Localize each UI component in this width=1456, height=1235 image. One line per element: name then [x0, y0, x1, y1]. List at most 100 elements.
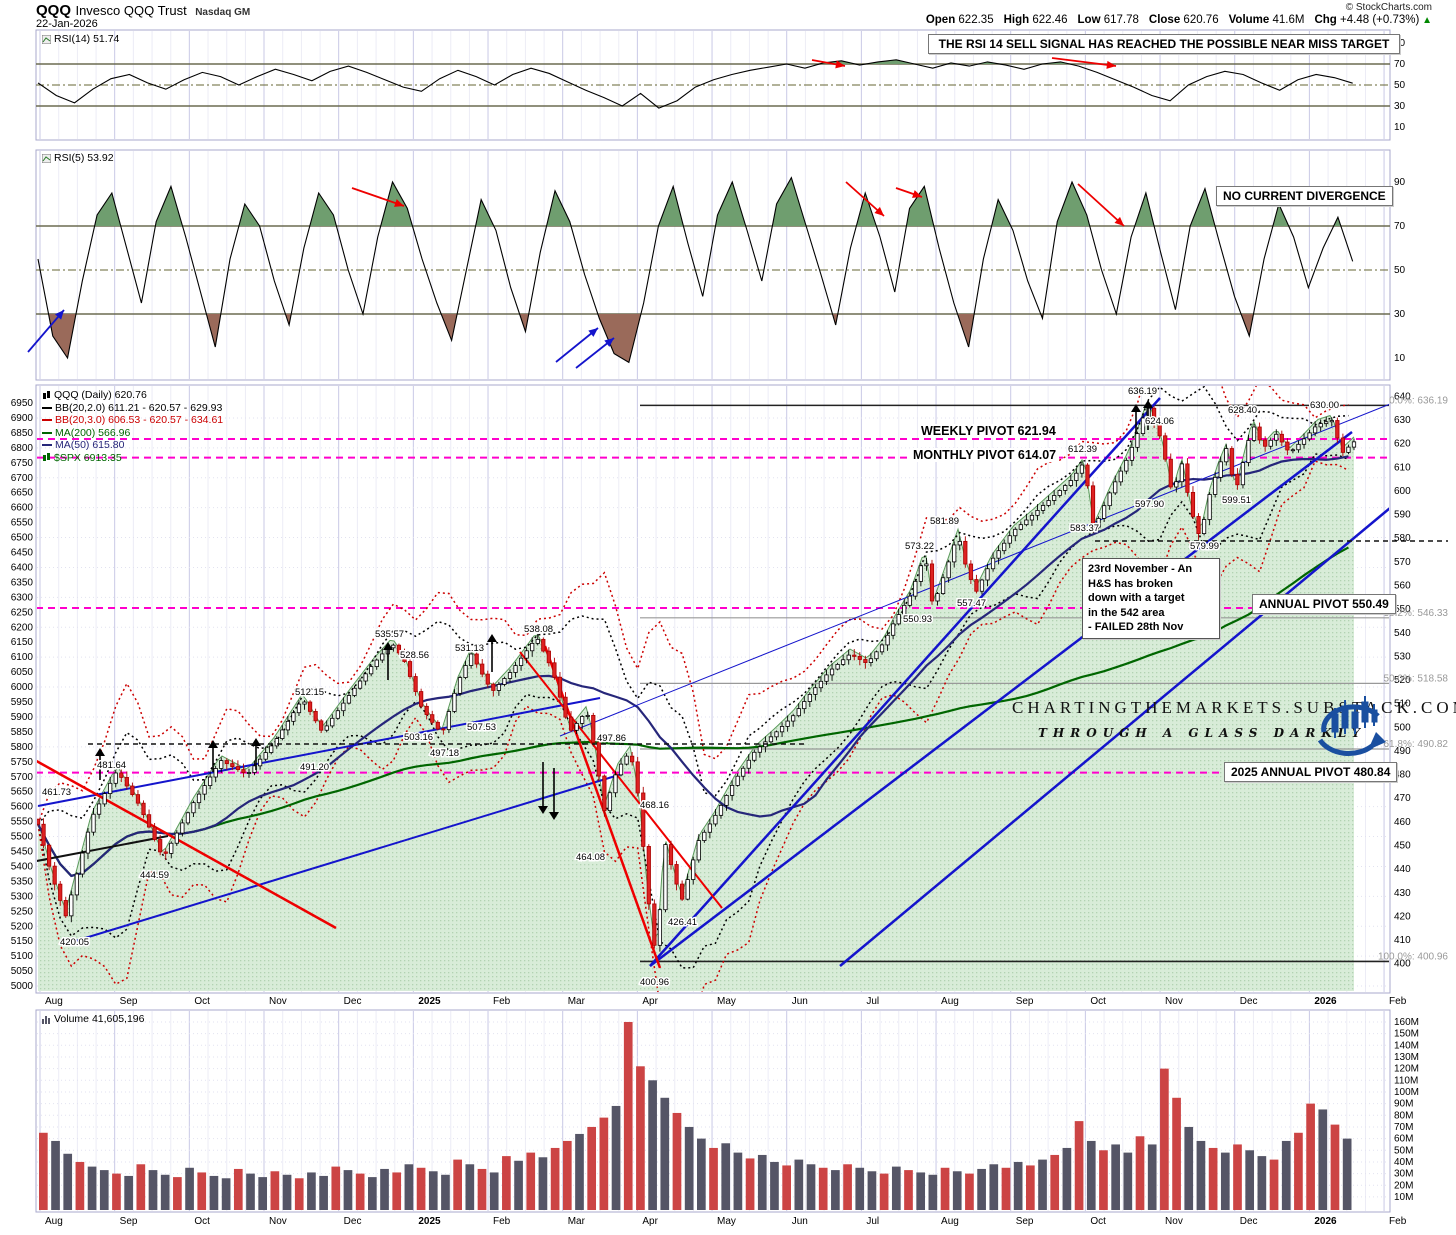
series-icon: [42, 390, 51, 400]
candle-body: [1179, 463, 1184, 483]
candle-body: [1240, 462, 1246, 486]
volume-bar: [794, 1159, 804, 1210]
axis-tick-label: 5700: [11, 772, 34, 783]
volume-bar: [965, 1173, 974, 1210]
month-label: May: [717, 996, 736, 1007]
candle-body: [1079, 464, 1085, 474]
candle-body: [402, 652, 407, 662]
quote-key: Low: [1077, 14, 1101, 26]
axis-tick-label: 580: [1394, 533, 1411, 544]
volume-bar: [745, 1158, 755, 1210]
candle-body: [457, 677, 463, 694]
volume-bar: [392, 1172, 402, 1210]
candle-body: [680, 883, 685, 900]
axis-tick-label: 480: [1394, 770, 1411, 781]
candle-body: [685, 879, 690, 900]
candle-body: [580, 716, 585, 724]
candle-body: [1052, 495, 1057, 501]
candle-body: [185, 812, 191, 824]
volume-bar: [270, 1171, 280, 1210]
volume-bar: [465, 1164, 475, 1210]
candle-body: [1013, 528, 1018, 537]
candle-body: [1046, 500, 1051, 506]
candle-body: [1168, 458, 1173, 488]
axis-tick-label: 160M: [1394, 1017, 1419, 1028]
month-label: Apr: [642, 996, 658, 1007]
candle-body: [652, 903, 657, 946]
candle-body: [818, 680, 824, 689]
candle-body: [1201, 519, 1207, 534]
trendline: [37, 835, 169, 862]
candle-body: [602, 775, 607, 812]
volume-bar: [87, 1166, 97, 1210]
arrowhead: [912, 190, 922, 198]
arrowhead: [874, 206, 884, 216]
legend-text: QQQ (Daily) 620.76: [54, 389, 147, 401]
candle-body: [496, 684, 501, 691]
volume-bar: [355, 1173, 365, 1210]
volume-bar: [1135, 1136, 1145, 1210]
rsi14-annotation-box: THE RSI 14 SELL SIGNAL HAS REACHED THE P…: [928, 34, 1400, 54]
up-arrow-mark: [208, 740, 218, 748]
volume-bar: [562, 1140, 572, 1210]
candle-body: [735, 775, 740, 786]
volume-bar: [63, 1153, 73, 1210]
volume-bar: [1306, 1103, 1315, 1210]
month-label: Feb: [493, 996, 511, 1007]
candle-body: [1035, 510, 1040, 516]
month-label: Dec: [1240, 1216, 1258, 1227]
candle-body: [280, 729, 285, 739]
up-arrow-mark: [1143, 400, 1153, 408]
volume-bar: [782, 1165, 791, 1210]
candle-body: [868, 658, 874, 663]
axis-tick-label: 50: [1394, 265, 1406, 276]
candle-body: [346, 695, 352, 704]
axis-tick-label: 410: [1394, 935, 1411, 946]
candle-body: [463, 665, 468, 679]
candle-body: [419, 691, 424, 707]
candle-body: [913, 580, 918, 597]
price-label: 420.05: [60, 937, 89, 948]
candle-body: [69, 894, 74, 917]
candle-body: [1329, 420, 1334, 423]
quote-key: Chg: [1314, 14, 1337, 26]
axis-tick-label: 6950: [11, 398, 34, 409]
candle-body: [1157, 421, 1162, 437]
volume-bar: [757, 1154, 767, 1210]
candle-body: [191, 802, 196, 814]
volume-bar: [575, 1133, 584, 1210]
candle-body: [1124, 459, 1129, 472]
ma50-line: [37, 455, 1349, 878]
arrowhead: [1114, 216, 1124, 226]
candle-body: [1274, 433, 1279, 441]
axis-tick-label: 40M: [1394, 1157, 1413, 1168]
annotation-arrow: [27, 309, 65, 353]
candle-body: [1085, 464, 1090, 487]
volume-bar: [709, 1147, 718, 1210]
fib-label: 0.0%: 636.19: [1389, 395, 1448, 406]
candle-body: [902, 604, 907, 615]
annotation-arrow: [351, 187, 405, 207]
candle-body: [58, 883, 63, 901]
axis-tick-label: 490: [1394, 746, 1411, 757]
candle-body: [102, 793, 107, 805]
legend-row: BB(20,2.0) 611.21 - 620.57 - 629.93: [42, 402, 223, 415]
volume-bar: [307, 1172, 316, 1210]
candle-body: [1063, 485, 1068, 491]
candle-body: [374, 659, 379, 668]
candle-body: [968, 563, 973, 580]
candle-body: [891, 623, 896, 636]
volume-bar: [124, 1175, 133, 1210]
change-up-arrow-icon: ▲: [1419, 15, 1432, 26]
candle-body: [480, 663, 485, 675]
candle-body: [879, 644, 885, 653]
candle-body: [546, 650, 551, 664]
axis-tick-label: 620: [1394, 439, 1411, 450]
candle-body: [1218, 461, 1223, 478]
candle-body: [413, 676, 418, 692]
candle-body: [713, 814, 718, 825]
axis-tick-label: 50: [1394, 80, 1406, 91]
candle-body: [674, 864, 679, 885]
volume-bar: [1245, 1150, 1255, 1210]
arrowhead: [835, 60, 845, 69]
